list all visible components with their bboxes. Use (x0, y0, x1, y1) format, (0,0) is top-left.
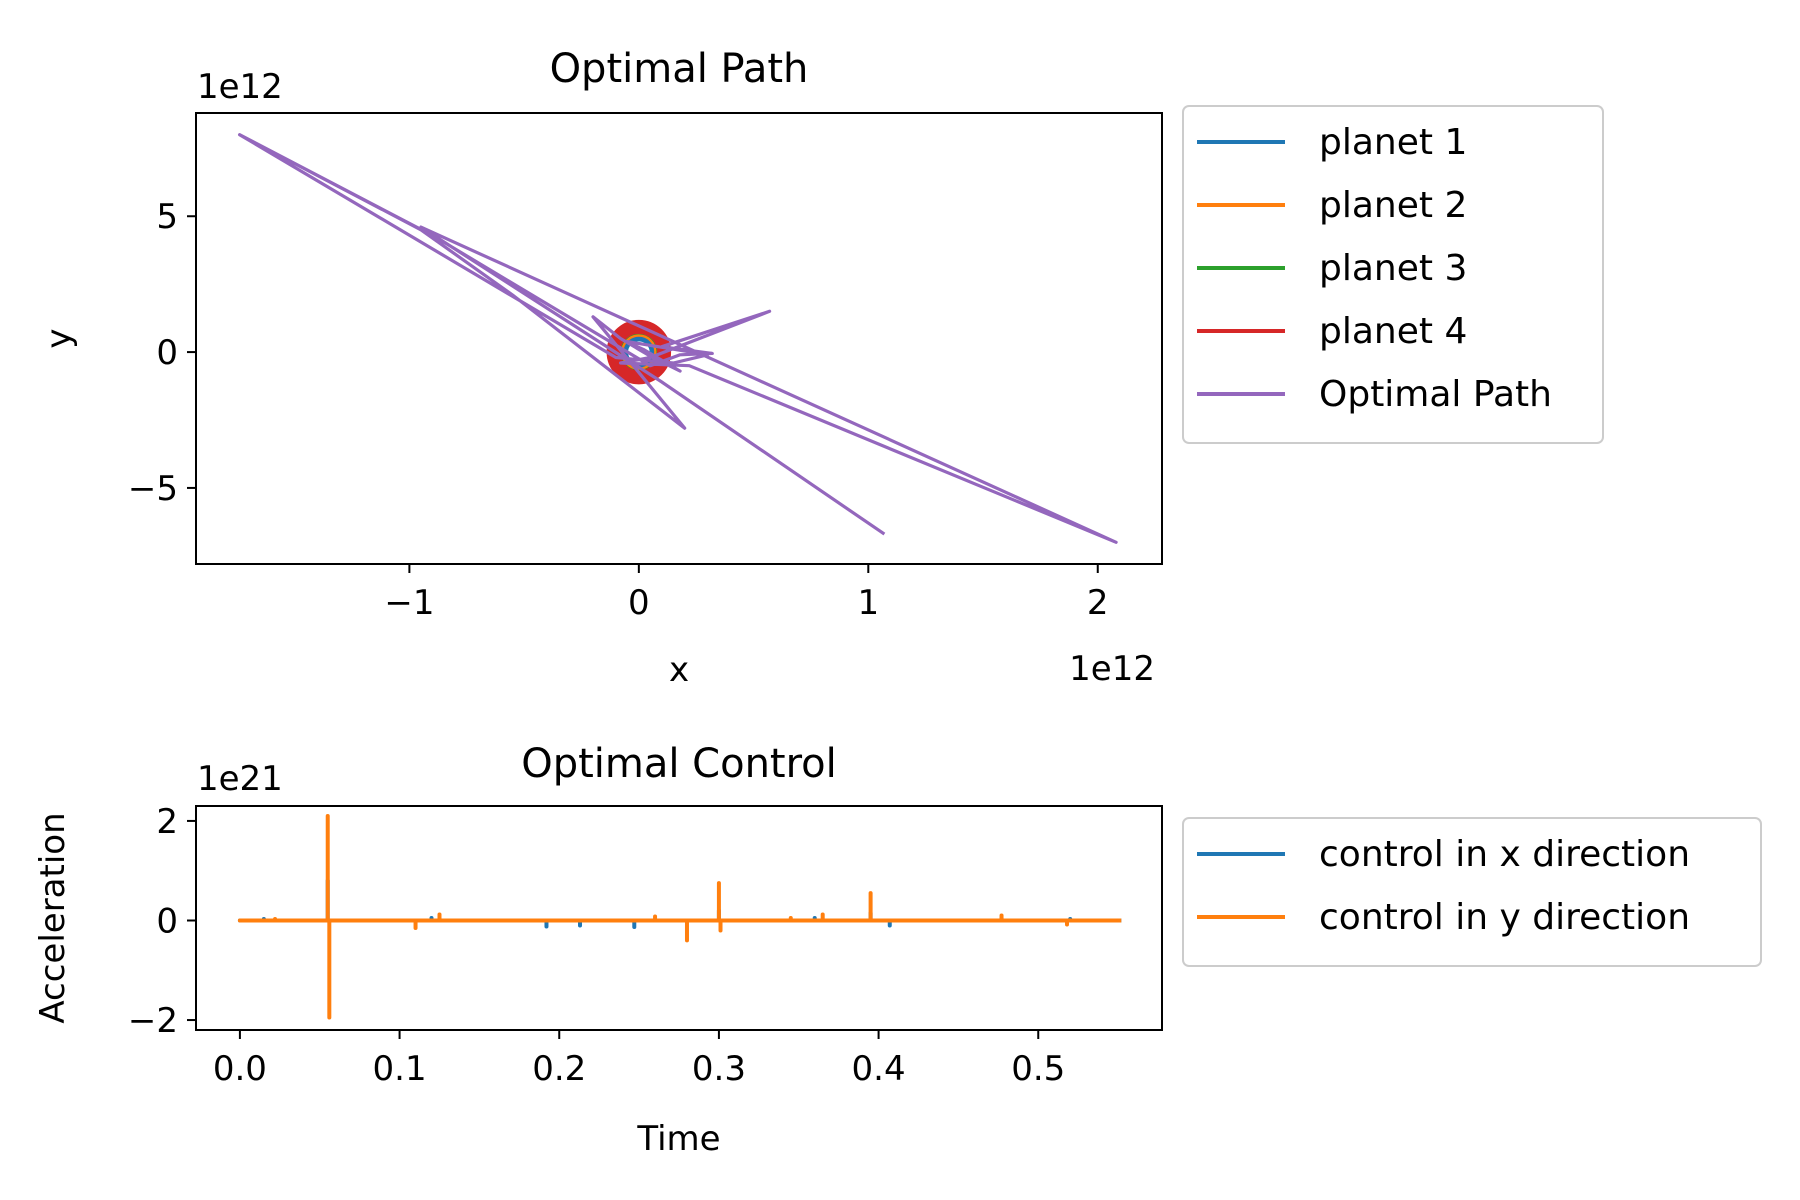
y-tick-label: 5 (156, 197, 178, 237)
legend-entry-label: planet 2 (1319, 185, 1467, 226)
x-offset-label: 1e12 (1069, 649, 1155, 689)
x-tick-label: 0 (628, 583, 650, 623)
legend-entry-label: planet 4 (1319, 311, 1467, 352)
x-tick-label: 1 (857, 583, 879, 623)
y-offset-label: 1e21 (197, 759, 283, 799)
x-tick-label: 0.4 (852, 1049, 906, 1089)
chart-panel-2: 0.0 0.1 0.2 0.3 0.4 0.5 −2 0 2 Optimal Control Tim… (33, 741, 1762, 1159)
legend: planet 1 planet 2 planet 3 planet 4 Optimal … (1182, 105, 1604, 444)
series-optimal-path-line (238, 133, 1118, 544)
y-tick-label: 0 (156, 333, 178, 373)
legend-box (1182, 105, 1604, 444)
y-tick-label: 0 (156, 901, 178, 941)
legend-entry-label: planet 3 (1319, 248, 1467, 289)
x-tick-label: 0.5 (1011, 1049, 1065, 1089)
x-tick-label: 2 (1087, 583, 1109, 623)
y-axis-label: y (39, 328, 79, 348)
x-axis-label: x (669, 650, 689, 690)
legend-entry-label: control in x direction (1319, 834, 1690, 875)
legend-entry-label: Optimal Path (1319, 374, 1552, 415)
y-tick-label: −5 (128, 469, 178, 509)
y-tick-label: 2 (156, 802, 178, 842)
y-offset-label: 1e12 (197, 67, 283, 107)
legend-box (1182, 817, 1762, 967)
x-tick-label: 0.0 (213, 1049, 267, 1089)
legend: control in x direction control in y direc… (1182, 817, 1762, 967)
y-axis-label: Acceleration (33, 812, 73, 1023)
plot-area (237, 813, 1122, 1020)
x-tick-label: 0.1 (373, 1049, 427, 1089)
y-tick-label: −2 (128, 1001, 178, 1041)
legend-entry-label: planet 1 (1319, 122, 1467, 163)
legend-entry-label: control in y direction (1319, 897, 1690, 938)
x-tick-label: −1 (384, 583, 434, 623)
plot-area (238, 133, 1118, 544)
axes-frame (195, 805, 1163, 1031)
x-tick-label: 0.3 (692, 1049, 746, 1089)
chart-title: Optimal Control (521, 741, 837, 787)
chart-title: Optimal Path (550, 46, 809, 92)
axes-frame (195, 112, 1163, 565)
x-axis-label: Time (636, 1119, 720, 1159)
x-tick-label: 0.2 (532, 1049, 586, 1089)
